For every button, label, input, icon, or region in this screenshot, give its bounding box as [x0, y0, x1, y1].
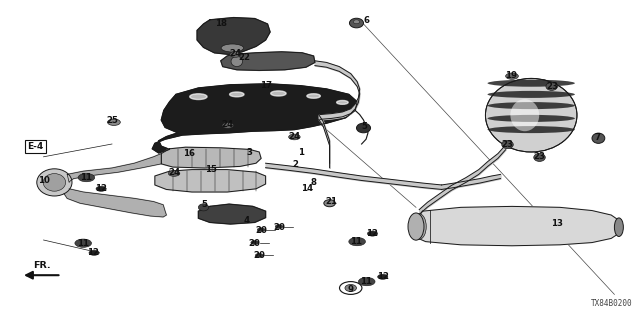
- Polygon shape: [67, 154, 161, 182]
- Text: 5: 5: [362, 122, 368, 131]
- Polygon shape: [155, 170, 266, 192]
- Ellipse shape: [337, 100, 348, 104]
- Text: 16: 16: [183, 149, 195, 158]
- Ellipse shape: [230, 92, 244, 97]
- Text: 23: 23: [547, 82, 558, 91]
- Circle shape: [349, 237, 365, 246]
- Circle shape: [78, 173, 95, 182]
- Text: 24: 24: [230, 49, 241, 58]
- Circle shape: [168, 171, 180, 176]
- Circle shape: [367, 231, 378, 236]
- Ellipse shape: [198, 204, 209, 211]
- Circle shape: [75, 239, 92, 247]
- Ellipse shape: [408, 213, 424, 240]
- Text: 12: 12: [367, 229, 378, 238]
- Text: 13: 13: [551, 220, 563, 228]
- Ellipse shape: [189, 94, 207, 100]
- Text: 21: 21: [326, 197, 337, 206]
- Ellipse shape: [44, 173, 66, 191]
- Text: 24: 24: [289, 132, 300, 140]
- Text: 9: 9: [348, 285, 354, 294]
- Ellipse shape: [271, 91, 286, 96]
- Ellipse shape: [307, 94, 321, 98]
- Ellipse shape: [37, 169, 72, 196]
- Text: 12: 12: [87, 248, 99, 257]
- Text: 24: 24: [222, 120, 234, 129]
- Ellipse shape: [349, 18, 364, 28]
- Ellipse shape: [221, 44, 243, 52]
- Text: 22: 22: [239, 53, 250, 62]
- Text: 11: 11: [81, 173, 92, 182]
- Text: 24: 24: [168, 168, 180, 177]
- Text: 18: 18: [215, 19, 227, 28]
- Circle shape: [289, 134, 300, 140]
- Text: 14: 14: [301, 184, 313, 193]
- Text: 1: 1: [298, 148, 304, 156]
- Ellipse shape: [488, 80, 575, 87]
- Circle shape: [230, 52, 241, 57]
- Ellipse shape: [485, 78, 577, 152]
- Text: E-4: E-4: [27, 142, 44, 151]
- Text: 19: 19: [505, 71, 516, 80]
- Circle shape: [257, 228, 265, 232]
- Polygon shape: [221, 52, 315, 70]
- Text: 23: 23: [534, 152, 545, 161]
- Circle shape: [89, 250, 99, 255]
- Ellipse shape: [345, 284, 356, 292]
- Text: 20: 20: [273, 223, 285, 232]
- Text: 6: 6: [363, 16, 369, 25]
- Ellipse shape: [488, 91, 575, 98]
- Circle shape: [96, 186, 106, 191]
- Circle shape: [378, 274, 388, 279]
- Text: 8: 8: [310, 178, 317, 187]
- Ellipse shape: [511, 99, 539, 131]
- Text: 12: 12: [377, 272, 388, 281]
- Polygon shape: [161, 147, 261, 168]
- Circle shape: [222, 123, 234, 128]
- Polygon shape: [413, 206, 620, 246]
- Circle shape: [108, 119, 120, 125]
- Text: 3: 3: [246, 148, 253, 156]
- Circle shape: [275, 225, 283, 228]
- Polygon shape: [197, 18, 270, 54]
- Ellipse shape: [324, 200, 335, 207]
- Text: 23: 23: [502, 140, 513, 148]
- Circle shape: [358, 277, 375, 286]
- Text: 10: 10: [38, 176, 49, 185]
- Text: 7: 7: [594, 133, 600, 142]
- Text: 17: 17: [260, 81, 271, 90]
- Ellipse shape: [534, 154, 545, 162]
- Text: FR.: FR.: [33, 261, 51, 270]
- Polygon shape: [152, 84, 357, 153]
- Ellipse shape: [412, 214, 426, 239]
- Polygon shape: [64, 189, 166, 217]
- Ellipse shape: [488, 126, 575, 133]
- Text: 5: 5: [202, 200, 208, 209]
- Ellipse shape: [592, 133, 605, 143]
- Text: 15: 15: [205, 165, 217, 174]
- Ellipse shape: [231, 56, 243, 67]
- Ellipse shape: [356, 123, 371, 133]
- Circle shape: [255, 253, 263, 257]
- Polygon shape: [198, 204, 266, 224]
- Text: 11: 11: [77, 239, 89, 248]
- Text: 4: 4: [243, 216, 250, 225]
- Text: 12: 12: [95, 184, 107, 193]
- Text: 20: 20: [253, 252, 265, 260]
- Ellipse shape: [353, 20, 360, 24]
- Text: 20: 20: [255, 226, 267, 235]
- Text: 20: 20: [249, 239, 260, 248]
- Text: 11: 11: [360, 277, 372, 286]
- Ellipse shape: [614, 218, 623, 236]
- Text: TX84B0200: TX84B0200: [591, 299, 632, 308]
- Ellipse shape: [502, 140, 513, 148]
- Text: 25: 25: [106, 116, 118, 125]
- Circle shape: [506, 73, 518, 79]
- Ellipse shape: [488, 102, 575, 109]
- Text: 11: 11: [350, 237, 362, 246]
- Text: 2: 2: [292, 160, 299, 169]
- Circle shape: [251, 241, 259, 244]
- Ellipse shape: [488, 115, 575, 122]
- Ellipse shape: [546, 83, 557, 91]
